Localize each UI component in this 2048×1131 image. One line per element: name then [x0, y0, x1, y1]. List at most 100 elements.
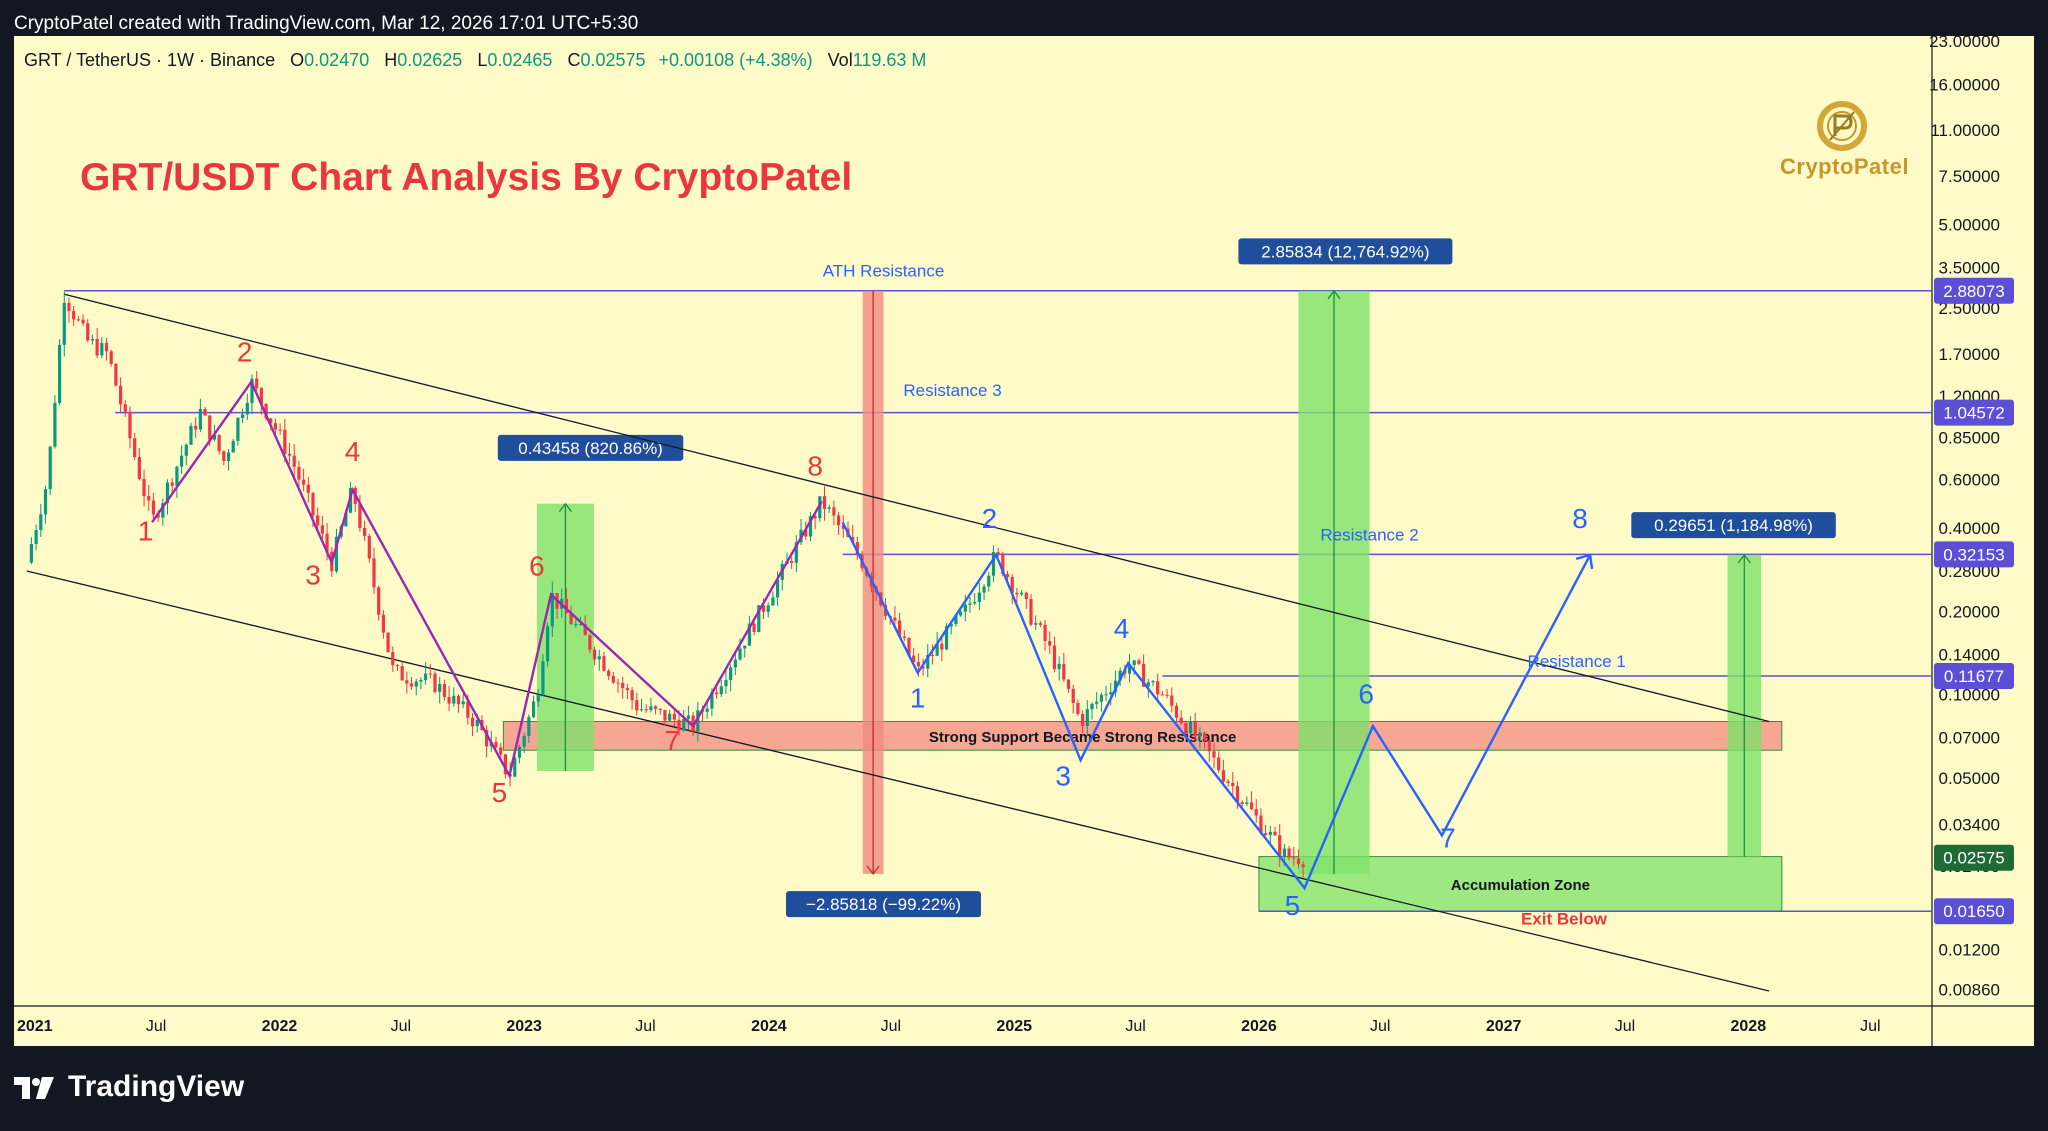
candle-body [550, 593, 554, 627]
candle-body [597, 656, 601, 660]
candle-body [1188, 721, 1193, 734]
candle-body [1142, 663, 1146, 687]
candle-body [241, 414, 245, 419]
candle-body [259, 388, 263, 404]
candle-body [541, 661, 545, 695]
candle-body [1090, 703, 1094, 710]
candle-body [1118, 670, 1122, 681]
candle-body [1038, 623, 1042, 625]
candle-body [287, 453, 292, 456]
red-wave-label-3: 3 [305, 560, 321, 591]
candle-body [34, 529, 38, 545]
candle-body [668, 713, 672, 721]
candle-body [1132, 660, 1136, 665]
tradingview-footer[interactable]: TradingView [14, 1070, 244, 1104]
candle-body [344, 512, 348, 527]
time-tick-9: Jul [1125, 1018, 1145, 1035]
candle-body [1127, 664, 1132, 674]
price-tag-0: 2.88073 [1943, 282, 2004, 301]
volume-label: Vol [827, 50, 853, 70]
candle-body [672, 713, 676, 720]
candle-body [968, 603, 972, 605]
red-wave-label-8: 8 [807, 450, 823, 481]
candle-body [677, 719, 681, 731]
candles [29, 291, 1305, 878]
time-tick-1: Jul [146, 1018, 166, 1035]
candle-body [794, 542, 798, 563]
logo-text: CryptoPatel [1780, 154, 1909, 179]
candle-body [546, 626, 550, 662]
candle-body [1207, 740, 1211, 752]
price-tick-7: 1.70000 [1939, 345, 2000, 364]
measure-label-1: −2.85818 (−99.22%) [806, 895, 961, 914]
candle-body [372, 558, 376, 588]
candle-body [733, 659, 737, 668]
candle-body [921, 666, 925, 669]
candle-body [649, 706, 653, 711]
time-tick-2: 2022 [262, 1018, 298, 1035]
candle-body [466, 701, 470, 718]
candle-body [381, 614, 385, 633]
candle-body [81, 319, 85, 324]
candle-body [1259, 815, 1263, 834]
candle-body [1292, 857, 1296, 859]
candle-body [128, 411, 132, 439]
measure-arrowhead-3 [1737, 553, 1751, 564]
candle-body [1146, 682, 1150, 687]
candle-body [302, 479, 306, 485]
price-tick-4: 5.00000 [1939, 216, 2000, 235]
candle-body [1034, 623, 1038, 625]
candle-body [358, 503, 362, 528]
candle-body [644, 709, 648, 711]
zone-label-1: Accumulation Zone [1451, 877, 1590, 894]
candle-body [719, 686, 723, 695]
candle-body [836, 515, 841, 526]
candle-body [320, 525, 324, 534]
candle-body [62, 302, 66, 345]
candle-body [639, 709, 644, 711]
high-value: 0.02625 [397, 50, 463, 70]
candle-body [1217, 757, 1221, 771]
close-value: 0.02575 [580, 50, 646, 70]
open-label: O [290, 50, 305, 70]
candle-body [1104, 694, 1108, 696]
candle-body [724, 679, 728, 687]
candle-body [1020, 592, 1024, 595]
candle-body [1057, 663, 1061, 670]
symbol-label[interactable]: GRT / TetherUS · 1W · Binance [24, 50, 276, 70]
candle-body [475, 720, 479, 727]
candle-body [1193, 721, 1197, 737]
candle-body [1137, 660, 1141, 664]
time-tick-3: Jul [391, 1018, 411, 1035]
blue-wave-label-1: 1 [910, 682, 926, 713]
measure-label-2: 2.85834 (12,764.92%) [1261, 242, 1429, 261]
candle-body [1015, 592, 1019, 595]
measure-label-0-bg [497, 434, 684, 461]
price-tag-1: 1.04572 [1943, 404, 2004, 423]
candle-body [1268, 831, 1272, 835]
measure-label-3: 0.29651 (1,184.98%) [1654, 516, 1813, 535]
tradingview-logo-icon [14, 1077, 54, 1100]
candle-body [996, 552, 1000, 554]
candle-body [316, 515, 320, 526]
candle-body [747, 623, 752, 646]
price-tick-14: 0.14000 [1939, 645, 2000, 664]
candle-body [208, 415, 212, 440]
candle-body [292, 455, 296, 467]
candle-body [386, 632, 390, 653]
candle-body [705, 708, 709, 712]
candle-body [137, 456, 141, 479]
price-tick-3: 7.50000 [1939, 167, 2000, 186]
price-tick-21: 0.00860 [1939, 981, 2000, 1000]
candle-body [212, 434, 217, 440]
price-tag-4-bg [1934, 898, 2014, 925]
candle-body [771, 597, 775, 606]
candle-body [954, 615, 958, 625]
blue-wave-label-3: 3 [1055, 760, 1071, 791]
candle-body [494, 742, 498, 748]
candle-body [775, 579, 780, 598]
blue-wave-label-4: 4 [1114, 613, 1130, 644]
candle-body [1024, 592, 1028, 600]
candle-body [161, 503, 165, 518]
